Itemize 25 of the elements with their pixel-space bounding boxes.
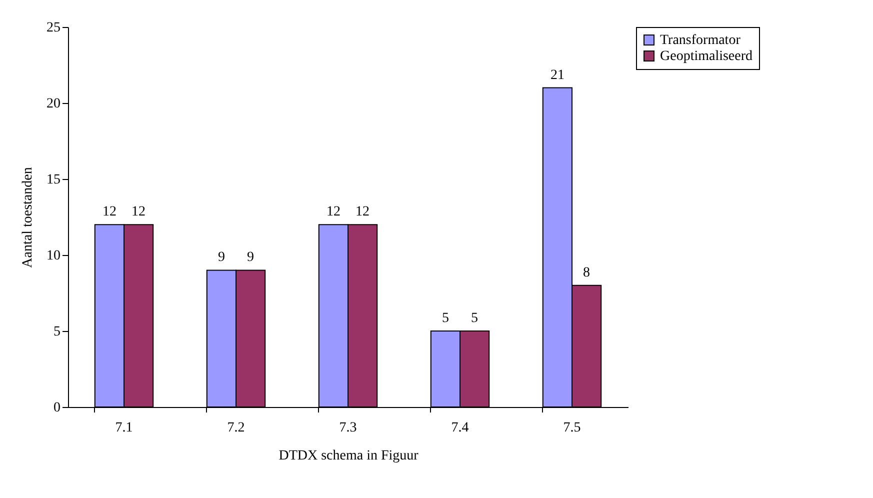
x-tick-label: 7.3 <box>339 420 357 436</box>
x-axis-title: DTDX schema in Figuur <box>278 448 419 464</box>
data-label: 9 <box>247 250 254 266</box>
data-label: 12 <box>102 204 116 220</box>
data-label: 12 <box>326 204 340 220</box>
data-label: 5 <box>471 311 478 326</box>
legend-label: Transformator <box>660 33 741 48</box>
data-label: 21 <box>550 68 564 83</box>
data-label: 8 <box>583 265 590 280</box>
y-tick-label: 0 <box>54 400 60 416</box>
x-tick-label: 7.4 <box>451 420 469 436</box>
x-tick-label: 7.2 <box>227 420 245 436</box>
data-label: 12 <box>356 204 370 220</box>
y-tick-label: 20 <box>46 96 60 112</box>
data-label: 5 <box>442 311 449 326</box>
data-label: 9 <box>218 250 225 266</box>
y-tick-label: 10 <box>46 248 60 264</box>
y-tick-label: 5 <box>54 324 60 340</box>
x-tick-label: 7.5 <box>563 420 581 436</box>
y-tick-label: 15 <box>46 172 60 188</box>
y-axis-title: Aantal toestanden <box>20 167 36 268</box>
y-tick-label: 25 <box>46 20 60 36</box>
legend-label: Geoptimaliseerd <box>660 49 753 64</box>
x-tick-label: 7.1 <box>115 420 133 436</box>
data-label: 12 <box>132 204 146 220</box>
